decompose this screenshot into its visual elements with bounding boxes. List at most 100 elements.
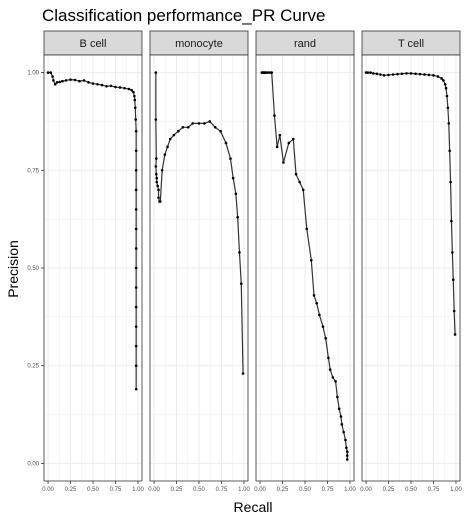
data-point bbox=[414, 72, 417, 76]
data-points bbox=[364, 71, 457, 336]
data-point bbox=[391, 73, 395, 76]
x-tick-label: 0.00 bbox=[254, 487, 266, 493]
data-point bbox=[160, 168, 164, 172]
data-point bbox=[273, 114, 276, 117]
x-axis-ticks: 0.00 0.25 0.50 0.75 1.00 bbox=[42, 481, 144, 493]
data-point bbox=[155, 176, 159, 180]
data-point bbox=[451, 278, 455, 282]
data-point bbox=[241, 372, 245, 375]
x-tick-label: 1.00 bbox=[238, 487, 250, 493]
x-tick-label: 0.00 bbox=[42, 487, 54, 493]
data-point bbox=[134, 325, 138, 328]
data-point bbox=[134, 286, 138, 289]
data-point bbox=[345, 458, 349, 461]
x-tick-label: 0.75 bbox=[322, 487, 334, 493]
data-point bbox=[229, 157, 232, 160]
y-axis-title: Precision bbox=[5, 240, 21, 298]
data-point bbox=[191, 122, 195, 125]
data-point bbox=[301, 188, 305, 192]
x-tick-label: 0.75 bbox=[216, 487, 228, 493]
panel-b-cell: B cell 0.00 0.25 0.50 0.75 1.00 bbox=[42, 30, 144, 493]
data-point bbox=[446, 106, 450, 110]
data-point bbox=[134, 188, 138, 192]
data-point bbox=[132, 90, 135, 94]
data-point bbox=[409, 72, 413, 75]
data-point bbox=[315, 301, 318, 305]
data-point bbox=[294, 172, 298, 176]
data-point bbox=[134, 387, 138, 391]
x-tick-label: 0.25 bbox=[171, 487, 183, 493]
data-point bbox=[344, 438, 347, 442]
data-point bbox=[100, 83, 104, 87]
data-point bbox=[282, 161, 285, 164]
x-axis-title: Recall bbox=[234, 499, 273, 515]
data-point bbox=[418, 72, 422, 76]
data-point bbox=[400, 72, 404, 76]
data-point bbox=[440, 77, 443, 80]
data-point bbox=[337, 407, 341, 411]
data-point bbox=[298, 180, 301, 184]
data-point bbox=[339, 415, 343, 418]
data-point bbox=[324, 337, 327, 340]
panel-t-cell: T cell 0.00 0.25 0.50 0.75 1.00 bbox=[360, 30, 462, 493]
x-tick-label: 0.50 bbox=[299, 487, 311, 493]
data-point bbox=[134, 208, 138, 211]
data-point bbox=[133, 94, 136, 98]
data-point bbox=[318, 313, 321, 317]
y-tick-label: 0.00 bbox=[27, 461, 39, 467]
data-point bbox=[321, 325, 325, 328]
data-point bbox=[266, 71, 270, 74]
y-tick-label: 0.25 bbox=[27, 364, 39, 370]
data-point bbox=[336, 395, 339, 399]
data-point bbox=[234, 192, 238, 196]
data-point bbox=[453, 333, 457, 336]
data-point bbox=[345, 450, 349, 453]
data-point bbox=[219, 129, 222, 133]
data-point bbox=[450, 219, 453, 223]
data-point bbox=[134, 227, 138, 231]
strip-background bbox=[149, 30, 249, 56]
strip-background bbox=[255, 30, 355, 56]
data-point bbox=[451, 251, 454, 254]
data-point bbox=[231, 176, 235, 180]
x-tick-label: 0.75 bbox=[110, 487, 122, 493]
data-point bbox=[91, 82, 95, 85]
data-point bbox=[186, 126, 190, 129]
data-point bbox=[134, 247, 138, 250]
data-point bbox=[443, 83, 447, 86]
x-tick-label: 0.00 bbox=[360, 487, 372, 493]
data-point bbox=[61, 79, 64, 83]
data-point bbox=[134, 118, 138, 121]
strip-background bbox=[43, 30, 143, 56]
data-point bbox=[445, 94, 449, 98]
data-point bbox=[375, 72, 379, 76]
x-axis-ticks: 0.00 0.25 0.50 0.75 1.00 bbox=[148, 481, 250, 493]
x-tick-label: 1.00 bbox=[450, 487, 462, 493]
data-point bbox=[133, 98, 137, 102]
data-point bbox=[331, 376, 335, 379]
data-point bbox=[334, 380, 337, 383]
data-point bbox=[213, 126, 217, 129]
data-point bbox=[369, 71, 372, 74]
data-point bbox=[197, 122, 201, 125]
strip-label: rand bbox=[294, 38, 316, 50]
data-point bbox=[154, 157, 158, 160]
data-point bbox=[155, 180, 159, 184]
data-point bbox=[432, 74, 435, 77]
y-tick-label: 1.00 bbox=[27, 71, 39, 77]
data-point bbox=[52, 79, 55, 82]
data-point bbox=[268, 71, 272, 74]
strip-label: T cell bbox=[398, 38, 424, 50]
data-point bbox=[118, 86, 122, 89]
data-point bbox=[328, 368, 332, 371]
data-point bbox=[96, 83, 99, 86]
data-point bbox=[73, 78, 77, 82]
x-axis-ticks: 0.00 0.25 0.50 0.75 1.00 bbox=[254, 481, 356, 493]
data-point bbox=[154, 118, 158, 121]
data-points bbox=[260, 71, 349, 461]
data-point bbox=[379, 73, 382, 76]
data-point bbox=[292, 137, 295, 141]
data-point bbox=[442, 79, 445, 82]
data-point bbox=[327, 356, 330, 360]
data-point bbox=[154, 165, 158, 168]
